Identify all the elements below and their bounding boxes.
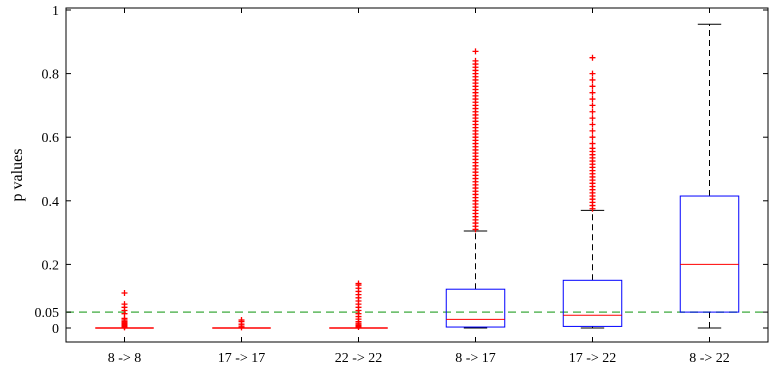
- outlier-point: [355, 280, 362, 287]
- y-tick-label: 0.05: [35, 306, 60, 321]
- outlier-point: [589, 83, 596, 90]
- outlier-point: [589, 140, 596, 147]
- y-tick-label: 0.4: [42, 195, 60, 210]
- y-tick-label: 0.2: [42, 258, 60, 273]
- outlier-point: [589, 108, 596, 115]
- outlier-point: [589, 115, 596, 122]
- y-tick-label: 1: [52, 4, 59, 19]
- x-tick-label: 17 -> 22: [569, 351, 617, 366]
- outlier-point: [589, 96, 596, 103]
- outlier-point: [589, 102, 596, 109]
- outlier-point: [589, 134, 596, 141]
- box-3: [329, 280, 388, 331]
- outlier-point: [238, 317, 245, 324]
- x-tick-label: 8 -> 17: [455, 351, 496, 366]
- y-tick-label: 0.8: [42, 68, 60, 83]
- outlier-point: [589, 127, 596, 134]
- boxes: [95, 23, 740, 331]
- outlier-point: [121, 290, 128, 297]
- outlier-point: [589, 121, 596, 128]
- y-axis-label: p values: [9, 149, 26, 202]
- axes: 00.05 0.2 0.4 0.6 0.8 1 8 -> 8 17 -> 17 22 -> 22…: [35, 4, 768, 366]
- x-tick-label: 8 -> 8: [108, 351, 142, 366]
- box-iqr: [562, 279, 623, 327]
- outlier-point: [121, 301, 128, 308]
- x-tick-label: 8 -> 22: [689, 351, 730, 366]
- outlier-point: [589, 54, 596, 61]
- outlier-point: [589, 89, 596, 96]
- x-tick-label: 17 -> 17: [218, 351, 266, 366]
- box-2: [212, 317, 271, 331]
- box-1: [95, 290, 154, 331]
- box-4: [445, 48, 506, 329]
- y-tick-label: 0.6: [42, 131, 60, 146]
- outlier-point: [472, 48, 479, 55]
- plot-area: [65, 7, 769, 343]
- outlier-point: [589, 70, 596, 77]
- x-tick-label: 22 -> 22: [335, 351, 383, 366]
- box-6: [679, 23, 740, 329]
- box-iqr: [445, 288, 506, 328]
- box-iqr: [679, 195, 740, 313]
- outlier-point: [589, 76, 596, 83]
- box-5: [562, 54, 623, 329]
- outlier-point: [472, 57, 479, 64]
- y-tick-label: 0: [52, 322, 59, 337]
